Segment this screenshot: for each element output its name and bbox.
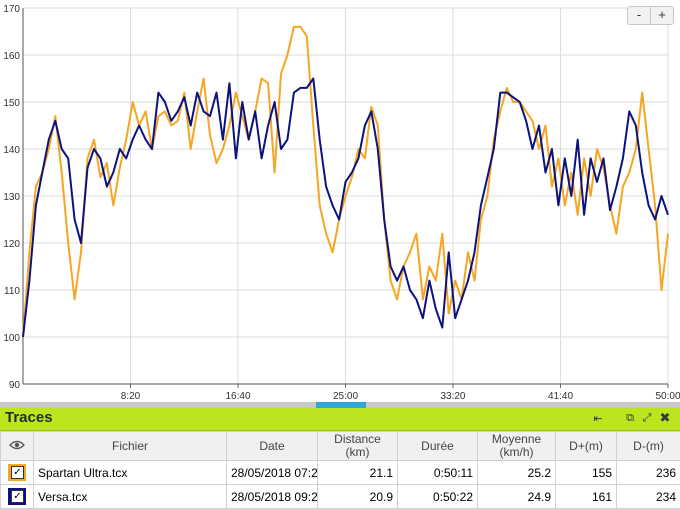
- cell-duree: 0:50:22: [397, 484, 478, 509]
- col-header-distance[interactable]: Distance (km): [317, 431, 398, 461]
- chart-area[interactable]: 90 100 110 120 130 140 150 160 170 8:20 16:40 25:00…: [0, 0, 680, 402]
- y-tick-label: 100: [3, 333, 20, 344]
- cell-dplus: 155: [555, 460, 617, 485]
- navy-swatch: ✓: [8, 488, 26, 505]
- traces-table: Fichier Date Distance (km) Durée Moyenne(…: [0, 431, 680, 509]
- y-tick-label: 110: [4, 286, 20, 297]
- y-tick-label: 150: [3, 98, 20, 109]
- col-header-fichier[interactable]: Fichier: [33, 431, 227, 461]
- y-tick-label: 170: [3, 4, 20, 15]
- collapse-left-icon[interactable]: ⇤: [593, 413, 603, 425]
- cell-fichier: Versa.tcx: [33, 484, 227, 509]
- cell-date: 28/05/2018 09:2: [226, 484, 318, 509]
- zoom-out-button[interactable]: -: [636, 7, 642, 22]
- cell-moyenne: 25.2: [477, 460, 556, 485]
- visible-checkbox[interactable]: ✓: [11, 490, 24, 503]
- panel-title: Traces: [5, 409, 53, 426]
- trace-color-swatch[interactable]: ✓: [0, 460, 34, 485]
- col-header-moyenne[interactable]: Moyenne (km/h): [477, 431, 556, 461]
- table-header-row: Fichier Date Distance (km) Durée Moyenne(…: [0, 431, 680, 461]
- y-tick-label: 140: [3, 145, 20, 156]
- trace-color-swatch[interactable]: ✓: [0, 484, 34, 509]
- col-header-dplus[interactable]: D+(m): [555, 431, 617, 461]
- col-header-dminus[interactable]: D-(m): [616, 431, 680, 461]
- close-icon[interactable]: ✖: [659, 410, 671, 425]
- col-header-duree[interactable]: Durée: [397, 431, 478, 461]
- traces-panel-header: Traces ⇤ ⧉ ⤢ ✖: [0, 408, 680, 431]
- table-row[interactable]: ✓ Versa.tcx 28/05/2018 09:2 20.9 0:50:22…: [0, 484, 680, 509]
- y-tick-label: 90: [9, 380, 21, 391]
- zoom-in-button[interactable]: +: [650, 7, 673, 24]
- zoom-controls: - +: [627, 6, 674, 25]
- y-tick-label: 120: [3, 239, 20, 250]
- x-tick-label: 8:20: [121, 391, 141, 402]
- x-tick-label: 50:00: [655, 391, 680, 402]
- cell-distance: 20.9: [317, 484, 398, 509]
- x-tick-label: 16:40: [225, 391, 250, 402]
- series-line-versa: [22, 77, 669, 338]
- cell-date: 28/05/2018 07:2: [226, 460, 318, 485]
- cell-distance: 21.1: [317, 460, 398, 485]
- cell-fichier: Spartan Ultra.tcx: [33, 460, 227, 485]
- col-header-date[interactable]: Date: [226, 431, 318, 461]
- expand-icon[interactable]: ⤢: [642, 412, 652, 424]
- splitter-handle[interactable]: [316, 402, 366, 408]
- y-tick-label: 160: [3, 51, 20, 62]
- x-tick-label: 33:20: [440, 391, 465, 402]
- cell-dminus: 234: [616, 484, 680, 509]
- y-tick-label: 130: [3, 192, 20, 203]
- cell-moyenne: 24.9: [477, 484, 556, 509]
- cell-duree: 0:50:11: [397, 460, 478, 485]
- x-tick-label: 25:00: [333, 391, 358, 402]
- visibility-eye-icon[interactable]: [0, 431, 34, 461]
- table-row[interactable]: ✓ Spartan Ultra.tcx 28/05/2018 07:2 21.1…: [0, 460, 680, 485]
- orange-swatch: ✓: [8, 464, 26, 481]
- heart-rate-chart[interactable]: 90 100 110 120 130 140 150 160 170 8:20 16:40 25:00…: [0, 0, 680, 402]
- panel-splitter[interactable]: [0, 402, 680, 408]
- visible-checkbox[interactable]: ✓: [11, 466, 24, 479]
- restore-icon[interactable]: ⧉: [626, 412, 634, 424]
- x-tick-label: 41:40: [548, 391, 573, 402]
- cell-dminus: 236: [616, 460, 680, 485]
- cell-dplus: 161: [555, 484, 617, 509]
- series-line-spartan-ultra: [22, 25, 669, 338]
